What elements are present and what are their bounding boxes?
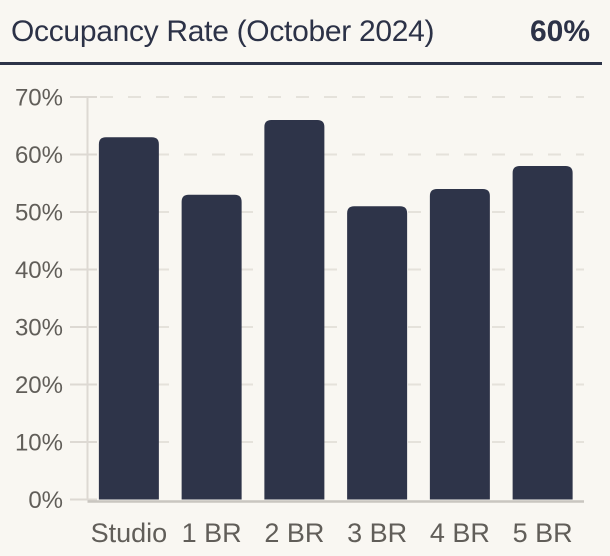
bar-2-br [264,120,325,500]
y-tick-label-30: 30% [15,315,63,342]
bar-studio [98,137,159,500]
header-divider [0,62,602,65]
y-tick-label-70: 70% [15,85,63,112]
y-tick-label-40: 40% [15,257,63,284]
x-axis-label-studio: Studio [91,518,168,548]
kpi-value: 60% [529,15,590,48]
x-axis-label-4-br: 4 BR [430,518,490,548]
bar-1-br [181,194,242,500]
bar-4-br [429,189,490,500]
x-axis-label-3-br: 3 BR [347,518,407,548]
y-tick-label-60: 60% [15,142,63,169]
y-tick-label-10: 10% [15,430,63,457]
bar-5-br [512,166,573,500]
occupancy-bar-chart: 0% 10% 20% 30% 40% 50% 60% 70% Studio 1 BR 2 BR 3 B… [15,85,584,548]
y-tick-label-0: 0% [28,487,63,514]
bar-3-br [347,206,408,500]
chart-title: Occupancy Rate (October 2024) [11,15,435,48]
x-axis-label-1-br: 1 BR [182,518,242,548]
y-tick-label-20: 20% [15,372,63,399]
x-axis-label-2-br: 2 BR [264,518,324,548]
bar-chart-area: 0% 10% 20% 30% 40% 50% 60% 70% Studio 1 BR 2 BR 3 B… [0,80,610,556]
y-tick-label-50: 50% [15,200,63,227]
card-header: Occupancy Rate (October 2024) 60% [0,0,610,62]
x-axis-label-5-br: 5 BR [513,518,573,548]
